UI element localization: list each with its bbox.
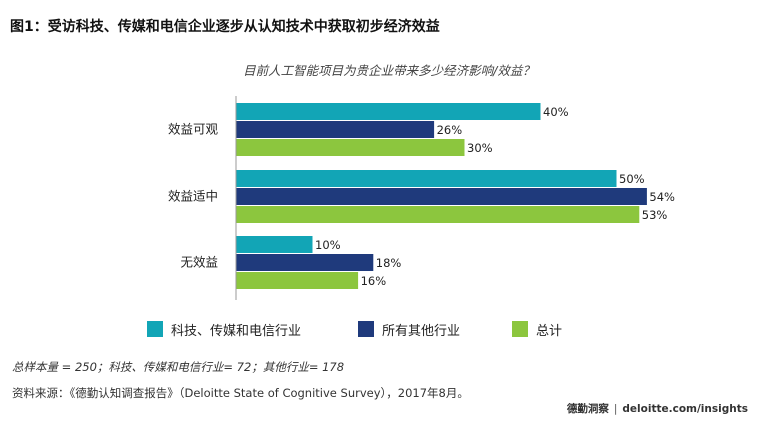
data-label-moderate-total: 53% <box>642 208 668 222</box>
chart-subtitle: 目前人工智能项目为贵企业带来多少经济影响/效益？ <box>243 63 535 78</box>
bar-significant-total <box>236 139 465 156</box>
bar-significant-other <box>236 121 435 138</box>
bar-none-total <box>236 272 359 289</box>
data-label-significant-total: 30% <box>467 141 493 155</box>
brand-separator: | <box>613 403 618 415</box>
legend-label-tmt: 科技、传媒和电信行业 <box>171 323 302 339</box>
legend-label-other: 所有其他行业 <box>382 323 461 339</box>
brand-url: deloitte.com/insights <box>622 403 748 415</box>
category-label-moderate: 效益适中 <box>168 189 218 204</box>
figure-title: 图1：受访科技、传媒和电信企业逐步从认知技术中获取初步经济效益 <box>10 19 440 35</box>
legend-item-tmt: 科技、传媒和电信行业 <box>147 319 301 339</box>
category-label-significant: 效益可观 <box>168 122 219 137</box>
bar-moderate-total <box>236 206 640 223</box>
bar-significant-tmt <box>236 103 541 120</box>
data-label-significant-other: 26% <box>437 123 463 137</box>
legend-item-other: 所有其他行业 <box>358 319 460 339</box>
brand-footer: 德勤洞察 | deloitte.com/insights <box>567 401 748 416</box>
bar-moderate-tmt <box>236 170 617 187</box>
source-note: 资料来源：《德勤认知调查报告》（Deloitte State of Cognit… <box>12 386 469 400</box>
legend-swatch-total <box>512 321 528 337</box>
legend-swatch-tmt <box>147 321 163 337</box>
data-label-none-other: 18% <box>376 256 402 270</box>
bar-none-tmt <box>236 236 313 253</box>
bar-none-other <box>236 254 374 271</box>
sample-size-note: 总样本量 = 250；科技、传媒和电信行业= 72；其他行业= 178 <box>12 360 345 374</box>
bar-moderate-other <box>236 188 647 205</box>
legend-label-total: 总计 <box>536 323 563 339</box>
data-label-significant-tmt: 40% <box>543 105 569 119</box>
brand-name: 德勤洞察 <box>566 403 609 415</box>
data-label-moderate-other: 54% <box>649 190 675 204</box>
category-label-none: 无效益 <box>180 255 218 270</box>
data-label-none-total: 16% <box>361 274 387 288</box>
legend-item-total: 总计 <box>512 319 562 339</box>
data-label-moderate-tmt: 50% <box>619 172 645 186</box>
legend-swatch-other <box>358 321 374 337</box>
data-label-none-tmt: 10% <box>315 238 341 252</box>
